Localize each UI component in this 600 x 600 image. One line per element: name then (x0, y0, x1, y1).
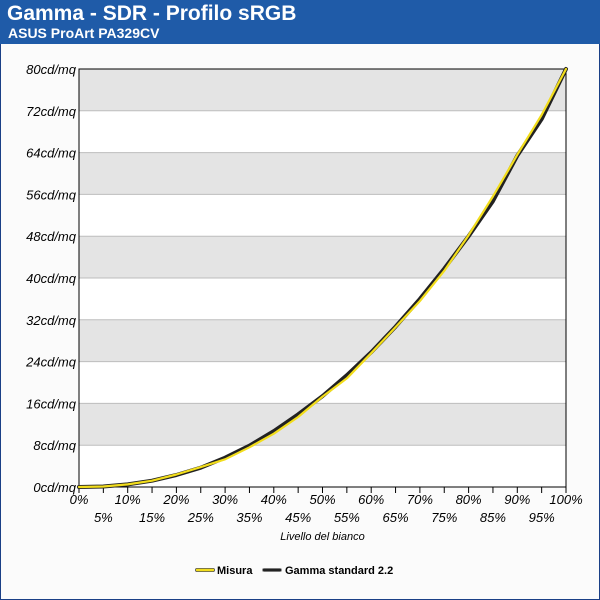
x-tick-label: 45% (285, 510, 311, 525)
series-line-misura (77, 67, 568, 489)
y-tick-label: 0cd/mq (33, 480, 76, 495)
series-lines (77, 67, 568, 489)
x-tick-label: 5% (94, 510, 113, 525)
x-tick-label: 0% (70, 492, 89, 507)
grid-band (79, 152, 566, 195)
grid-band (79, 319, 566, 362)
grid-band (79, 403, 566, 446)
x-axis-title: Livello del bianco (280, 531, 364, 543)
legend: Misura Gamma standard 2.2 (195, 565, 393, 577)
grid-band (79, 236, 566, 278)
x-tick-label: 90% (504, 492, 530, 507)
x-tick-label: 15% (139, 510, 165, 525)
x-tick-label: 70% (407, 492, 433, 507)
legend-label-gamma: Gamma standard 2.2 (285, 565, 393, 577)
x-tick-label: 50% (309, 492, 335, 507)
y-tick-label: 72cd/mq (26, 104, 77, 119)
chart-header: Gamma - SDR - Profilo sRGB ASUS ProArt P… (0, 0, 600, 44)
x-tick-label: 40% (261, 492, 287, 507)
grid-band (79, 69, 566, 111)
x-tick-label: 55% (334, 510, 360, 525)
x-tick-label: 75% (431, 510, 457, 525)
x-tick-label: 10% (115, 492, 141, 507)
x-tick-label: 35% (236, 510, 262, 525)
y-tick-label: 16cd/mq (26, 396, 77, 411)
x-tick-label: 100% (549, 492, 582, 507)
x-tick-label: 95% (529, 510, 555, 525)
y-tick-label: 64cd/mq (26, 146, 77, 161)
y-tick-label: 24cd/mq (25, 355, 77, 370)
chart-title: Gamma - SDR - Profilo sRGB (7, 2, 297, 25)
x-tick-label: 60% (358, 492, 384, 507)
x-axis-ticks: 0% 5%10% 15% 20% 25% 30% 35% 40% 45% 50% 55% 60% 65%… (70, 487, 583, 525)
y-axis-ticks: 0cd/mq 8cd/mq 16cd/mq 24cd/mq 32cd/mq 40cd/mq… (25, 62, 77, 495)
y-tick-label: 40cd/mq (26, 271, 77, 286)
y-tick-label: 8cd/mq (33, 438, 76, 453)
x-tick-label: 80% (456, 492, 482, 507)
y-tick-label: 32cd/mq (26, 313, 77, 328)
x-tick-label: 20% (162, 492, 189, 507)
x-tick-label: 85% (480, 510, 506, 525)
x-tick-label: 30% (212, 492, 238, 507)
x-tick-label: 25% (187, 510, 214, 525)
x-tick-label: 65% (383, 510, 409, 525)
y-tick-label: 48cd/mq (26, 229, 77, 244)
y-tick-label: 80cd/mq (26, 62, 77, 77)
legend-label-misura: Misura (217, 565, 253, 577)
y-tick-label: 56cd/mq (26, 187, 77, 202)
chart-subtitle: ASUS ProArt PA329CV (8, 25, 160, 41)
